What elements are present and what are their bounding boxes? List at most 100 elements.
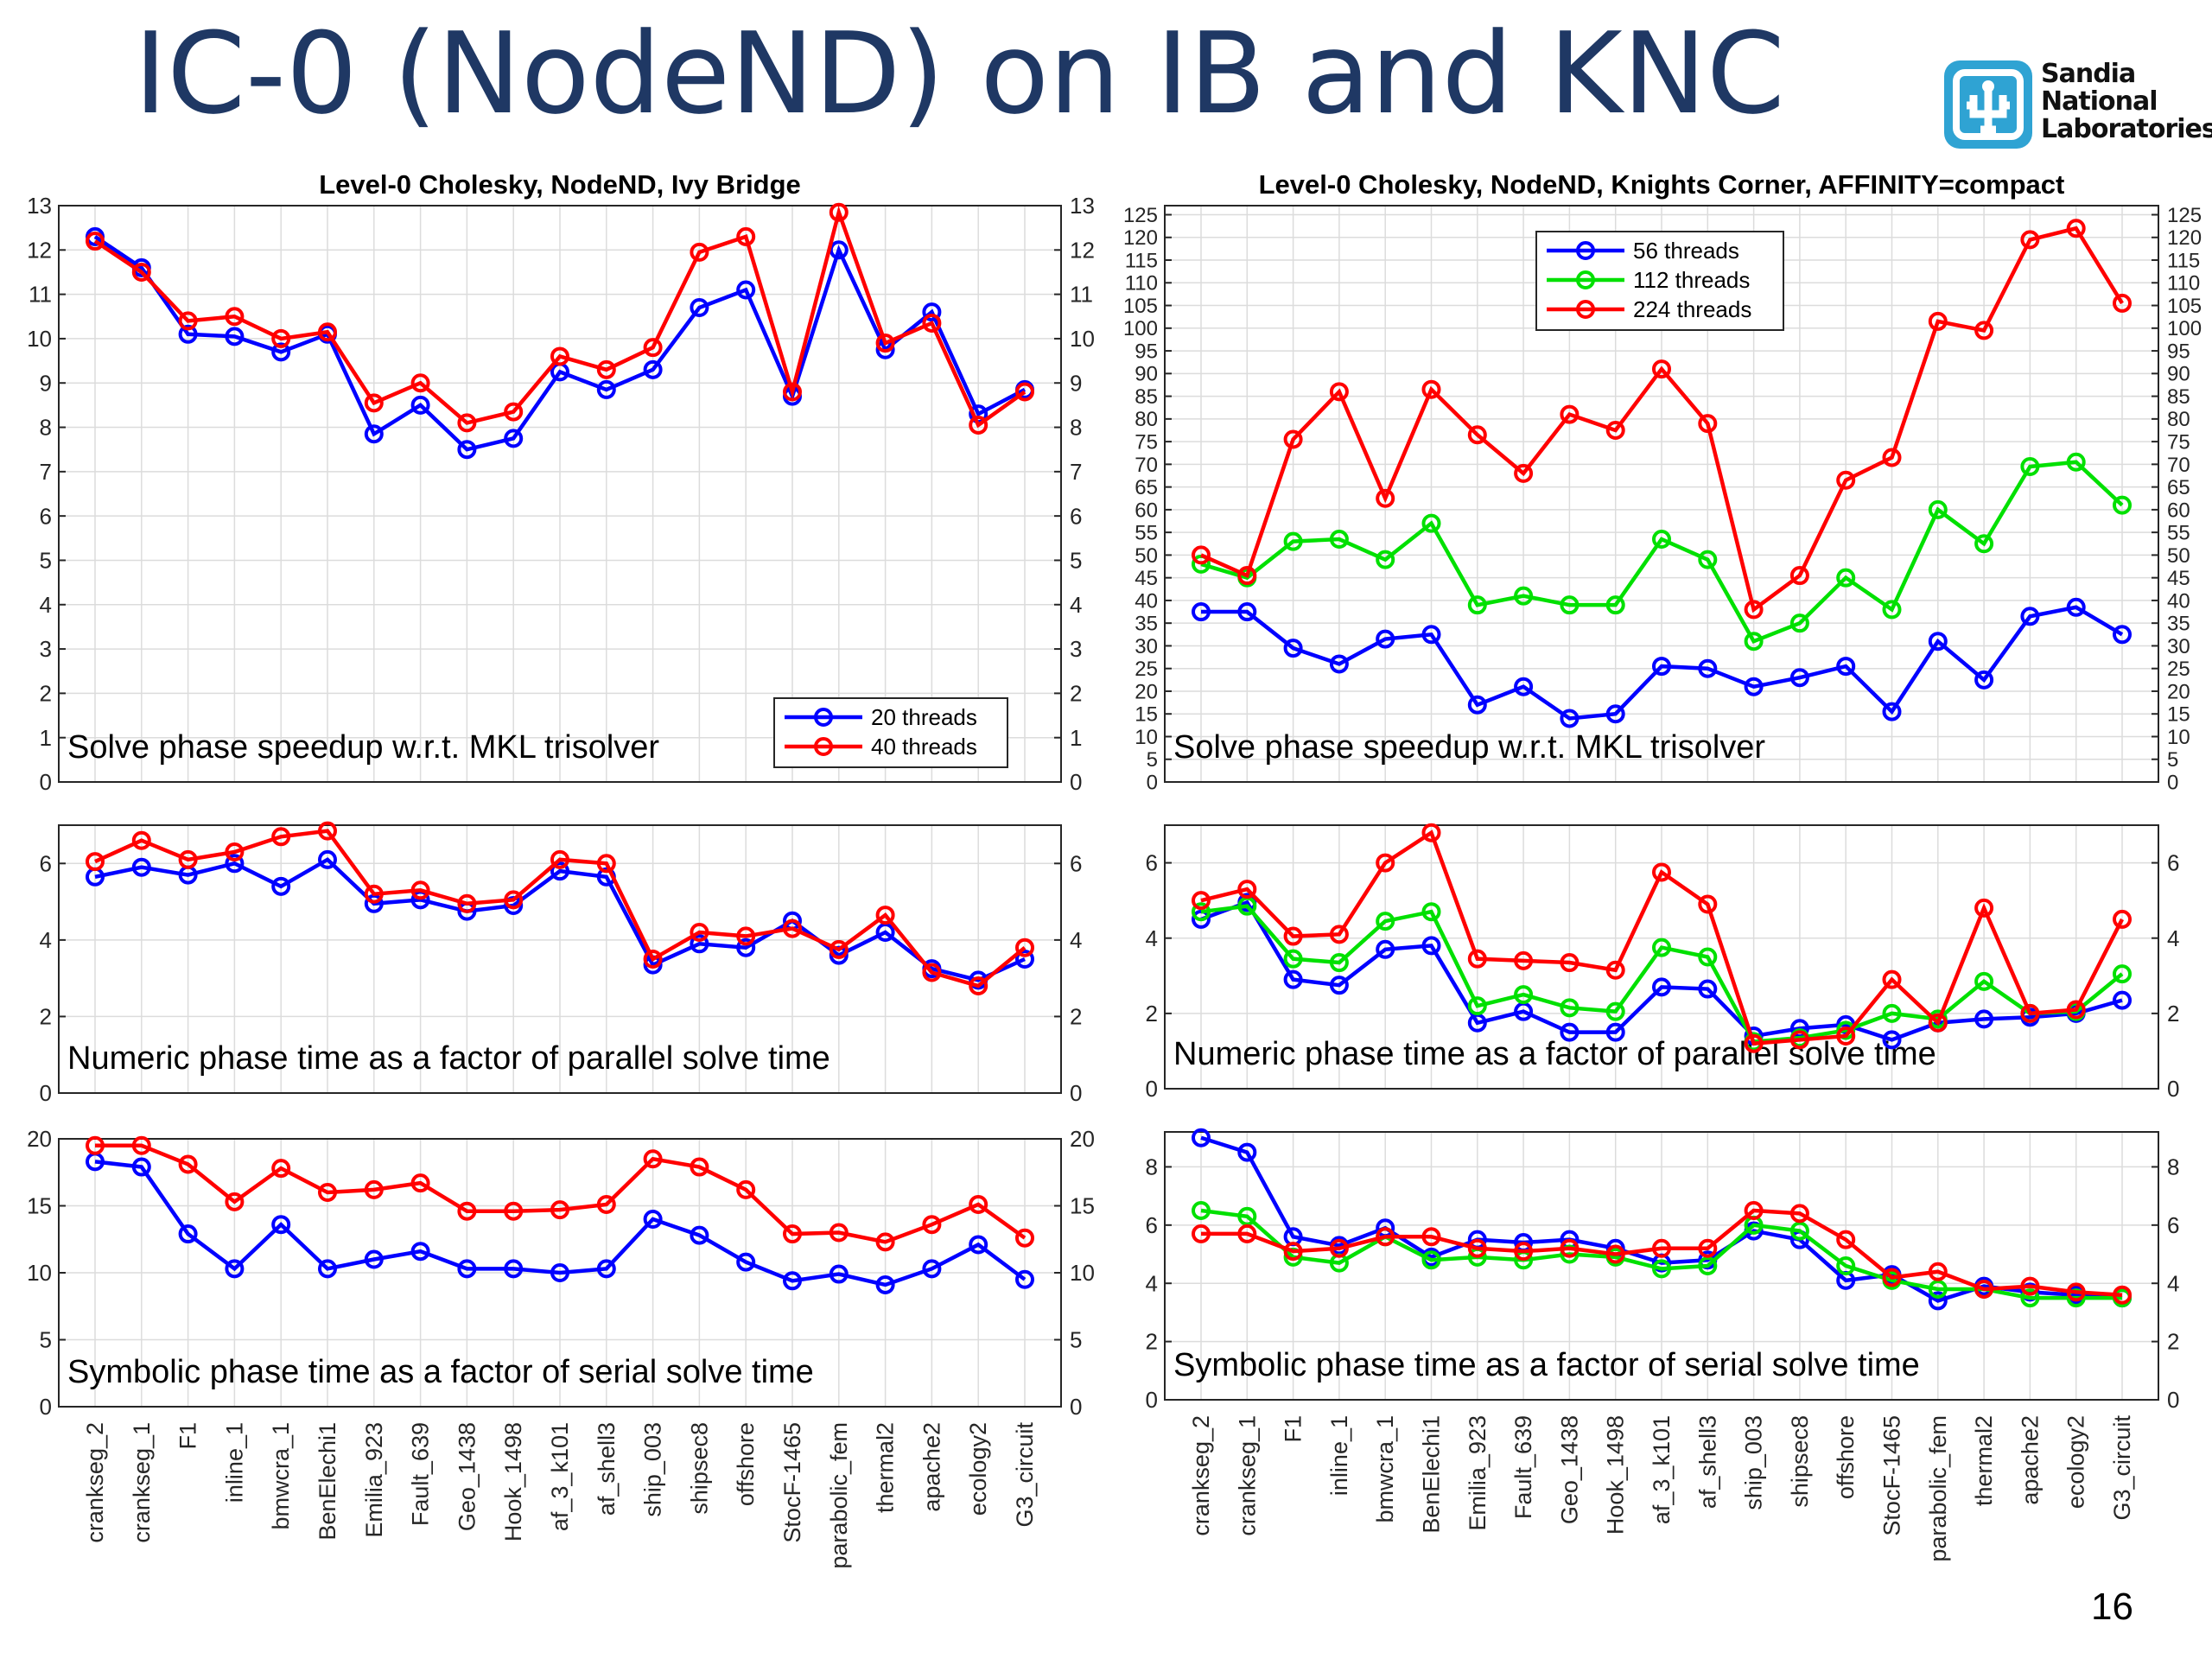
y-tick-label-right: 115 (2167, 249, 2200, 272)
data-point (1192, 1200, 1211, 1220)
y-tick-label-right: 12 (1070, 237, 1095, 263)
data-point (1974, 534, 1994, 554)
data-point (1467, 695, 1487, 715)
data-point (690, 1225, 709, 1245)
y-tick-label-left: 75 (1135, 431, 1158, 454)
y-tick-label-right: 2 (1070, 680, 1082, 706)
data-point (2066, 1282, 2086, 1302)
data-point (922, 313, 942, 333)
data-point (643, 1149, 663, 1169)
data-point (225, 1192, 245, 1211)
y-tick-label-right: 6 (2167, 1212, 2179, 1238)
data-point (1015, 950, 1034, 969)
y-tick-label-left: 20 (1135, 680, 1158, 703)
data-point (1928, 1013, 1948, 1033)
data-point (1789, 613, 1809, 633)
data-point (1467, 425, 1487, 445)
series-line (1200, 904, 2124, 1044)
y-tick-label-right: 5 (2167, 748, 2178, 772)
y-tick-label-left: 110 (1125, 272, 1158, 296)
data-point (1789, 1030, 1809, 1050)
y-tick-label-left: 95 (1135, 340, 1158, 363)
x-tick-label: ship_003 (640, 1422, 666, 1517)
y-tick-label-right: 120 (2167, 226, 2202, 250)
data-point (969, 415, 988, 435)
legend-marker (1576, 300, 1595, 319)
chart-annotation: Solve phase speedup w.r.t. MKL trisolver (67, 729, 659, 766)
data-point (271, 1215, 291, 1235)
data-point (1560, 1022, 1580, 1042)
y-tick-label-left: 125 (1123, 204, 1158, 227)
data-point (1882, 448, 1902, 467)
x-tick-label: BenElechi1 (315, 1422, 340, 1541)
data-point (1974, 971, 1994, 991)
data-point (131, 262, 151, 282)
data-point (86, 852, 105, 872)
y-tick-label-right: 11 (1070, 282, 1093, 308)
legend-marker (1576, 241, 1595, 260)
data-point (1376, 550, 1395, 569)
data-point (504, 890, 524, 910)
x-tick-label: parabolic_fem (1925, 1415, 1951, 1562)
legend-label: 112 threads (1633, 267, 1750, 293)
x-tick-label: af_3_k101 (1649, 1415, 1675, 1524)
series-40-threads (86, 202, 1034, 435)
data-point (1652, 1259, 1671, 1279)
data-point (457, 1201, 477, 1221)
y-tick-label-right: 45 (2167, 567, 2190, 590)
y-tick-label-right: 2 (2167, 1001, 2179, 1027)
data-point (829, 939, 849, 959)
data-point (271, 827, 291, 847)
y-tick-label-left: 0 (40, 769, 52, 795)
data-point (225, 842, 245, 861)
data-point (643, 338, 663, 358)
data-point (1836, 568, 1856, 588)
data-point (1605, 1001, 1625, 1021)
y-tick-label-left: 7 (40, 459, 52, 485)
y-tick-label-left: 8 (40, 415, 52, 441)
data-point (410, 1173, 430, 1193)
y-tick-label-right: 10 (1070, 1260, 1095, 1286)
y-tick-label-right: 4 (2167, 1270, 2179, 1296)
x-tick-label: af_shell3 (1694, 1415, 1720, 1509)
data-point (922, 302, 942, 322)
data-point (1015, 938, 1034, 957)
data-point (504, 429, 524, 448)
y-tick-label-right: 15 (1070, 1193, 1095, 1219)
data-point (131, 1157, 151, 1177)
y-tick-label-left: 120 (1123, 226, 1158, 250)
data-point (1560, 1238, 1580, 1258)
data-point (1605, 1244, 1625, 1264)
data-point (2020, 230, 2040, 250)
x-tick-label: ecology2 (2063, 1415, 2089, 1509)
data-point (1974, 670, 1994, 690)
y-tick-label-left: 100 (1123, 317, 1158, 340)
data-point (178, 1154, 198, 1174)
data-point (410, 395, 430, 415)
y-tick-label-right: 0 (2167, 1387, 2179, 1413)
series-56-threads (1192, 597, 2132, 728)
y-tick-label-left: 12 (27, 237, 52, 263)
series-line (1200, 899, 2123, 1042)
y-tick-label-left: 105 (1123, 295, 1158, 318)
y-tick-label-left: 60 (1135, 499, 1158, 522)
y-tick-label-left: 4 (40, 927, 52, 953)
logo-line-1: Sandia (2041, 59, 2136, 89)
data-point (178, 849, 198, 869)
data-point (1467, 996, 1487, 1016)
data-point (596, 359, 616, 379)
plot-frame (58, 824, 1062, 1094)
data-point (1698, 658, 1718, 678)
x-tick-label: Fault_639 (408, 1422, 434, 1526)
data-point (2113, 990, 2132, 1010)
data-point (1237, 602, 1257, 622)
data-point (1882, 1030, 1902, 1050)
y-tick-label-right: 25 (2167, 658, 2190, 681)
data-point (2066, 219, 2086, 238)
chart-knc-numeric: 0 0 2 2 4 4 6 6 Numeric phase time as a factor o… (1146, 823, 2179, 1102)
data-point (2020, 1288, 2040, 1308)
data-point (1652, 977, 1671, 997)
data-point (1283, 926, 1303, 946)
data-point (1192, 891, 1211, 911)
